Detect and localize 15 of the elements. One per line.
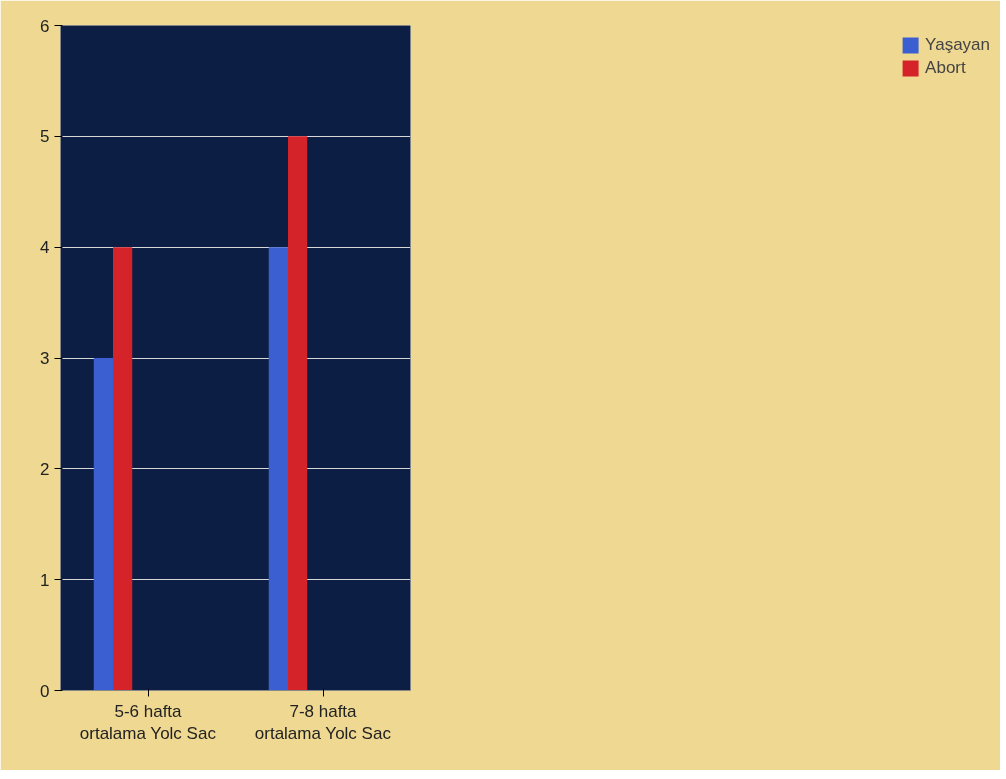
bar [93,358,113,691]
x-tick-label: 7-8 hafta ortalama Yolc Sac [254,701,392,744]
x-tick-label: 5-6 hafta ortalama Yolc Sac [79,701,217,744]
y-tick-label: 4 [40,238,50,258]
y-tick-label: 3 [40,349,50,368]
bar [268,247,288,691]
y-tick-label: 0 [40,681,50,701]
bar [288,136,308,691]
legend-label: Yaşayan [925,35,990,55]
bar [113,247,133,691]
y-tick-label: 1 [40,570,50,590]
legend-label: Abort [925,58,966,78]
y-tick-label: 2 [40,459,50,479]
y-tick-label: 5 [40,127,50,147]
y-tick-label: 6 [40,16,50,36]
